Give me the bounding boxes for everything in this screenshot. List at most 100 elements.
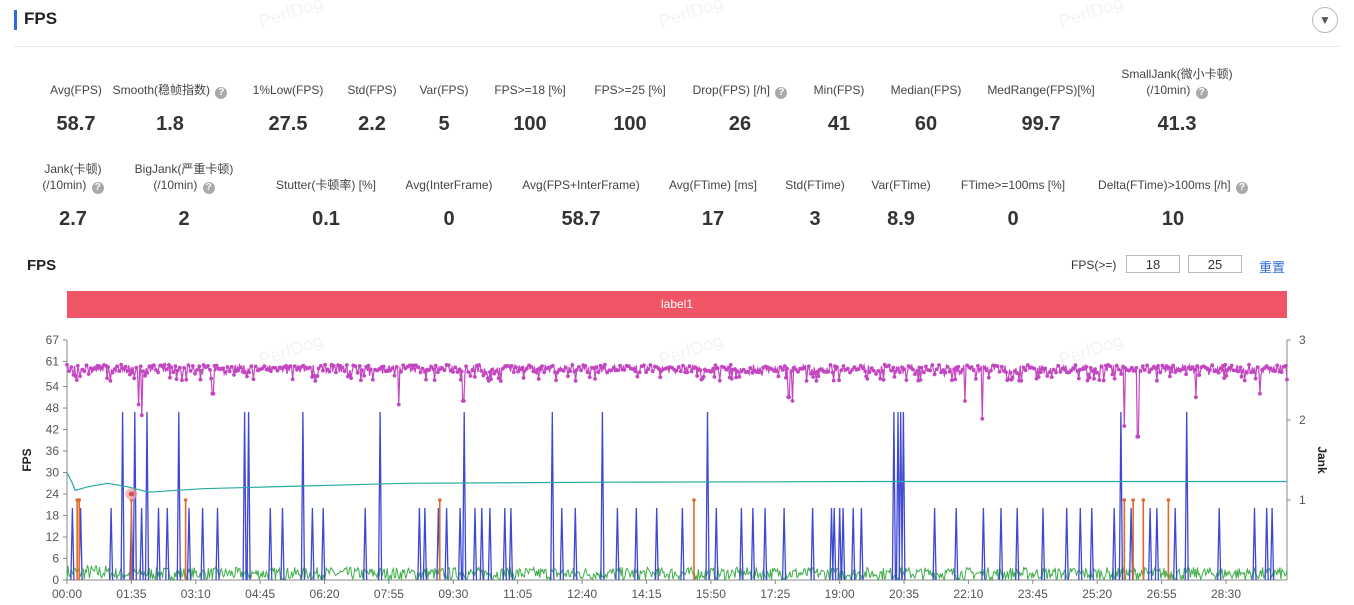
fps-point — [197, 364, 202, 369]
help-icon[interactable]: ? — [91, 182, 104, 194]
fps-point — [182, 366, 187, 370]
metric-label-text: Var(FPS) — [419, 83, 469, 97]
fps-point — [563, 365, 568, 370]
fps-point — [831, 378, 836, 383]
help-icon[interactable]: ? — [215, 87, 228, 99]
fps-point — [223, 370, 228, 374]
fps-point — [778, 365, 783, 369]
fps-point — [1229, 363, 1234, 368]
fps-point — [451, 370, 455, 374]
fps-point — [514, 365, 518, 370]
fps-point — [318, 364, 323, 368]
fps-point — [84, 363, 89, 368]
collapse-button[interactable]: ▼ — [1312, 7, 1338, 33]
fps-point — [1138, 369, 1143, 374]
fps-point — [171, 370, 176, 375]
metric-label: FPS>=25 [%] — [550, 82, 710, 98]
chart-title: FPS — [27, 257, 57, 274]
fps-point — [892, 375, 897, 379]
fps-point — [793, 367, 798, 372]
fps-point — [701, 375, 706, 379]
fps-point — [1006, 377, 1011, 382]
label-bar[interactable]: label1 — [67, 291, 1287, 318]
fps-point — [190, 364, 195, 368]
metric-r1-10: MedRange(FPS)[%] 99.7 — [961, 82, 1121, 135]
fps-point — [521, 376, 526, 380]
x-tick-label: 14:15 — [631, 587, 661, 601]
fps-point — [911, 367, 915, 372]
fps-threshold-input-1[interactable] — [1126, 255, 1180, 273]
big-jank-point — [1141, 498, 1146, 502]
fps-point — [924, 364, 928, 369]
fps-point — [432, 378, 437, 382]
fps-point — [498, 379, 503, 383]
fps-point — [1273, 369, 1277, 373]
help-icon[interactable]: ? — [775, 87, 788, 99]
fps-point — [366, 363, 371, 368]
fps-point — [828, 363, 833, 367]
fps-point — [1010, 375, 1015, 380]
fps-point — [229, 365, 234, 369]
fps-point — [650, 369, 655, 373]
metric-r1-7: Drop(FPS) [/h] ? 26 — [660, 82, 820, 135]
fps-point — [711, 366, 716, 371]
help-icon[interactable]: ? — [202, 182, 215, 194]
fps-point — [110, 370, 115, 375]
fps-point — [1088, 366, 1093, 370]
fps-point — [247, 370, 252, 375]
fps-point — [236, 368, 241, 373]
fps-point — [177, 365, 182, 370]
fps-point — [804, 379, 809, 383]
metric-label-text: Var(FTime) — [871, 178, 931, 192]
fps-threshold-input-2[interactable] — [1188, 255, 1242, 273]
fps-point — [401, 363, 406, 368]
fps-point — [186, 363, 191, 368]
fps-point — [1258, 391, 1262, 396]
fps-point — [273, 365, 278, 370]
fps-point — [112, 367, 117, 371]
fps-point — [880, 369, 885, 374]
fps-point — [288, 364, 293, 368]
metric-label: Median(FPS) — [846, 82, 1006, 98]
metric-label: Min(FPS) — [759, 82, 919, 98]
fps-point — [783, 364, 787, 368]
help-icon[interactable]: ? — [1235, 182, 1248, 194]
fps-point — [919, 365, 924, 370]
small-jank-series — [66, 564, 1288, 582]
fps-point — [856, 367, 861, 372]
fps-point — [603, 362, 607, 367]
fps-point — [65, 362, 69, 367]
fps-point — [108, 378, 113, 383]
fps-point — [746, 369, 750, 374]
fps-point — [887, 363, 891, 368]
fps-point — [1284, 363, 1288, 368]
fps-point — [728, 362, 733, 367]
fps-point — [1117, 367, 1121, 372]
panel-title: FPS — [24, 9, 58, 28]
fps-point — [138, 364, 143, 369]
metric-label-unit: (/10min) ? — [1097, 82, 1257, 99]
help-icon[interactable]: ? — [1195, 87, 1208, 99]
y-tick-label: 0 — [52, 573, 59, 587]
fps-point — [816, 374, 821, 378]
fps-point — [490, 367, 494, 372]
fps-point — [1216, 370, 1221, 375]
x-tick-label: 19:00 — [825, 587, 855, 601]
fps-point — [1197, 373, 1202, 377]
fps-point — [1049, 375, 1054, 379]
metric-label: Avg(FPS) — [0, 82, 156, 98]
reset-button[interactable]: 重置 — [1259, 260, 1286, 275]
fps-point — [130, 370, 135, 375]
fps-point — [1143, 368, 1147, 372]
metric-value: 2 — [178, 208, 190, 230]
fps-point — [1155, 378, 1159, 383]
fps-point — [646, 367, 651, 372]
fps-point — [735, 369, 740, 374]
metric-r1-8: Min(FPS) 41 — [759, 82, 919, 135]
fps-point — [394, 365, 399, 369]
fps-point — [685, 370, 690, 375]
fps-point — [637, 370, 642, 375]
fps-point — [347, 372, 351, 377]
metric-label: SmallJank(微小卡顿) — [1097, 66, 1257, 82]
